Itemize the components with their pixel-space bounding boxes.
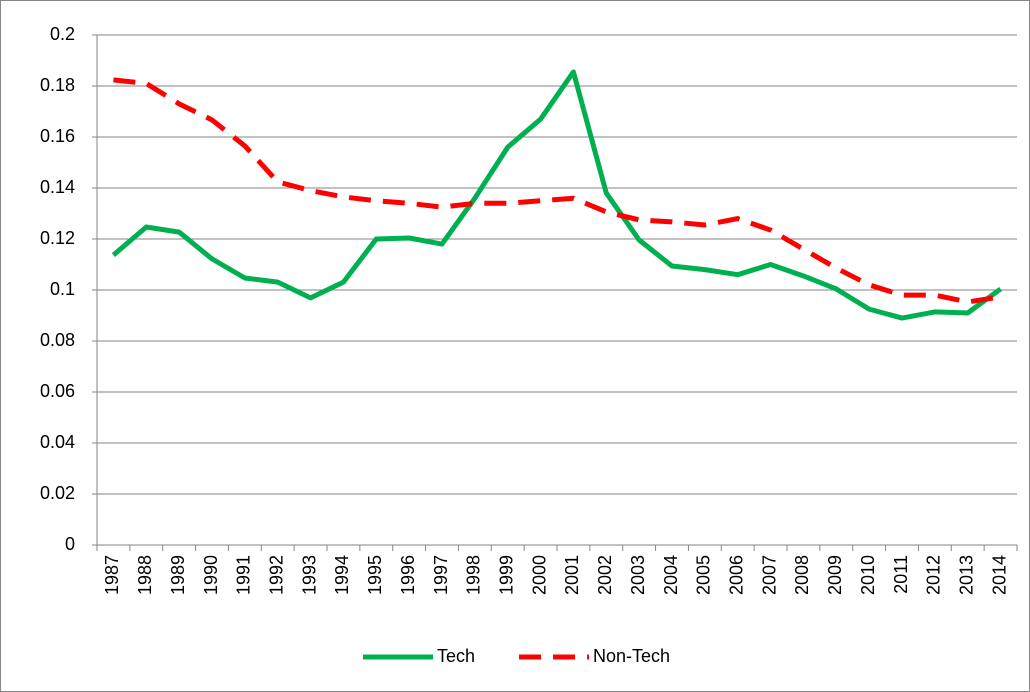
y-tick-label: 0.02 xyxy=(40,483,75,503)
x-tick-label: 1992 xyxy=(266,555,286,595)
line-series xyxy=(113,77,1001,305)
y-tick-label: 0.04 xyxy=(40,432,75,452)
x-tick-label: 2008 xyxy=(792,555,812,595)
y-tick-label: 0.1 xyxy=(50,279,75,299)
x-tick-label: 1991 xyxy=(234,555,254,595)
x-tick-label: 2012 xyxy=(924,555,944,595)
y-tick-label: 0.2 xyxy=(50,24,75,44)
y-tick-label: 0 xyxy=(65,534,75,554)
y-tick-label: 0.08 xyxy=(40,330,75,350)
x-tick-label: 1999 xyxy=(496,555,516,595)
x-tick-label: 2002 xyxy=(595,555,615,595)
line-series xyxy=(111,69,1003,321)
x-tick-label: 1994 xyxy=(332,555,352,595)
x-tick-label: 1987 xyxy=(102,555,122,595)
x-tick-label: 2003 xyxy=(628,555,648,595)
x-tick-label: 1988 xyxy=(135,555,155,595)
x-tick-label: 1990 xyxy=(201,555,221,595)
x-tick-label: 1996 xyxy=(398,555,418,595)
x-tick-label: 2001 xyxy=(562,555,582,595)
x-tick-label: 1998 xyxy=(464,555,484,595)
y-tick-label: 0.18 xyxy=(40,75,75,95)
x-tick-label: 2005 xyxy=(694,555,714,595)
x-tick-label: 1989 xyxy=(168,555,188,595)
x-tick-label: 1995 xyxy=(365,555,385,595)
x-tick-label: 2013 xyxy=(956,555,976,595)
x-tick-label: 2014 xyxy=(989,555,1009,595)
x-tick-label: 2011 xyxy=(891,555,911,594)
x-tick-label: 2009 xyxy=(825,555,845,595)
x-tick-label: 2004 xyxy=(661,555,681,595)
x-tick-label: 2006 xyxy=(726,555,746,595)
legend-label: Tech xyxy=(437,646,475,666)
y-tick-label: 0.14 xyxy=(40,177,75,197)
x-tick-label: 2000 xyxy=(529,555,549,595)
y-tick-label: 0.12 xyxy=(40,228,75,248)
x-tick-label: 1997 xyxy=(431,555,451,595)
legend-label: Non-Tech xyxy=(593,646,670,666)
x-tick-label: 2010 xyxy=(858,555,878,595)
x-tick-label: 2007 xyxy=(759,555,779,595)
x-tick-label: 1993 xyxy=(299,555,319,595)
y-tick-label: 0.06 xyxy=(40,381,75,401)
y-tick-label: 0.16 xyxy=(40,126,75,146)
